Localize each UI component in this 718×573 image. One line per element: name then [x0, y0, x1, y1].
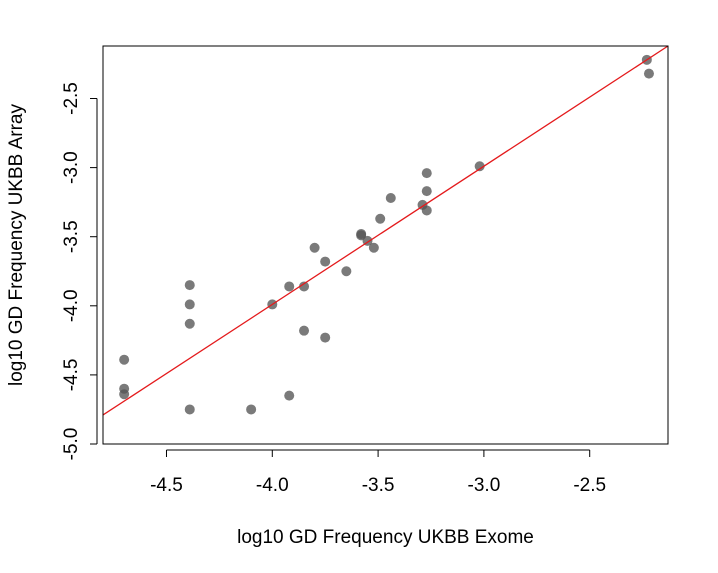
data-point [184, 404, 195, 415]
y-axis: -5.0 -4.5 -4.0 -3.5 -3.0 -2.5 [61, 82, 98, 461]
y-tick-label: -4.0 [61, 289, 82, 322]
plot-frame [102, 45, 669, 445]
x-tick-label: -4.5 [150, 475, 183, 496]
y-tick-label: -5.0 [61, 428, 82, 461]
data-point [246, 404, 257, 415]
data-point [643, 68, 654, 79]
data-point [385, 193, 396, 204]
data-point [119, 354, 130, 365]
x-axis: -4.5 -4.0 -3.5 -3.0 -2.5 [150, 449, 606, 496]
data-point [299, 281, 310, 292]
y-tick-label: -4.5 [61, 359, 82, 392]
data-point [299, 325, 310, 336]
data-point [184, 299, 195, 310]
x-tick-label: -4.0 [256, 475, 289, 496]
x-tick-label: -3.5 [362, 475, 395, 496]
data-point [375, 213, 386, 224]
data-point [309, 242, 320, 253]
data-point [474, 161, 485, 172]
x-tick-label: -3.0 [468, 475, 501, 496]
data-point [368, 242, 379, 253]
data-point [421, 186, 432, 197]
data-point [421, 205, 432, 216]
regression-line [102, 45, 669, 416]
x-axis-label: log10 GD Frequency UKBB Exome [237, 527, 534, 548]
regression-line-layer [102, 45, 669, 416]
data-point [421, 168, 432, 179]
y-axis-label: log10 GD Frequency UKBB Array [6, 104, 27, 386]
points-layer [119, 54, 654, 415]
y-tick-label: -3.5 [61, 220, 82, 253]
data-point [320, 256, 331, 267]
y-tick-label: -3.0 [61, 151, 82, 184]
data-point [284, 281, 295, 292]
data-point [119, 389, 130, 400]
data-point [320, 332, 331, 343]
data-point [184, 318, 195, 329]
data-point [284, 390, 295, 401]
data-point [184, 280, 195, 291]
y-tick-label: -2.5 [61, 82, 82, 115]
x-tick-label: -2.5 [573, 475, 606, 496]
data-point [341, 266, 352, 277]
